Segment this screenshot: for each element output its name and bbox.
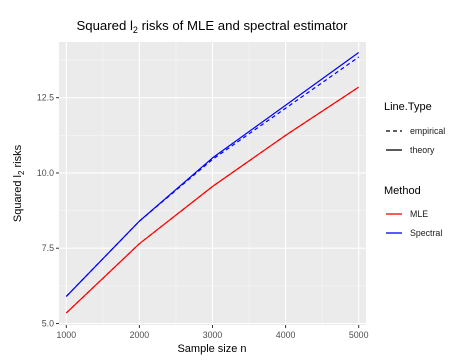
x-tick-label: 1000 — [57, 330, 77, 340]
legend-method-label-mle: MLE — [410, 209, 428, 219]
legend-linetype-label-theory: theory — [410, 145, 435, 155]
y-axis-title-subscript: 2 — [17, 170, 26, 175]
series-line-mle-empirical — [65, 86, 360, 314]
y-tick-label: 10.0 — [37, 168, 54, 178]
chart-title-subscript: 2 — [133, 25, 138, 35]
x-tick-label: 4000 — [276, 330, 296, 340]
y-axis-title: Squared l2 risks — [12, 144, 26, 222]
y-axis: 5.0 7.5 10.0 12.5 — [37, 93, 59, 328]
legend-method: Method MLE Spectral — [384, 185, 442, 238]
legend-method-title: Method — [384, 185, 421, 197]
y-tick-label: 5.0 — [42, 318, 54, 328]
chart-title-main: Squared l — [76, 18, 133, 33]
y-tick-label: 12.5 — [37, 93, 54, 103]
legend-linetype-title: Line.Type — [384, 101, 432, 113]
y-tick-label: 7.5 — [42, 243, 54, 253]
grid-lines — [59, 42, 366, 325]
x-tick-label: 5000 — [349, 330, 369, 340]
y-axis-title-rest: risks — [12, 144, 24, 170]
x-axis: 1000 2000 3000 4000 5000 — [57, 325, 369, 340]
series-line-spectral-theory — [65, 52, 360, 297]
chart-title: Squared l2 risks of MLE and spectral est… — [76, 18, 348, 35]
x-tick-label: 2000 — [130, 330, 150, 340]
y-axis-title-main: Squared l — [12, 175, 24, 222]
x-tick-label: 3000 — [203, 330, 223, 340]
chart-title-rest: risks of MLE and spectral estimator — [138, 18, 348, 33]
legend-linetype-label-empirical: empirical — [410, 126, 445, 136]
series-layer — [65, 52, 360, 314]
x-axis-title: Sample size n — [177, 343, 246, 355]
legend-linetype: Line.Type empirical theory — [384, 101, 445, 155]
legend-method-label-spectral: Spectral — [410, 228, 442, 238]
